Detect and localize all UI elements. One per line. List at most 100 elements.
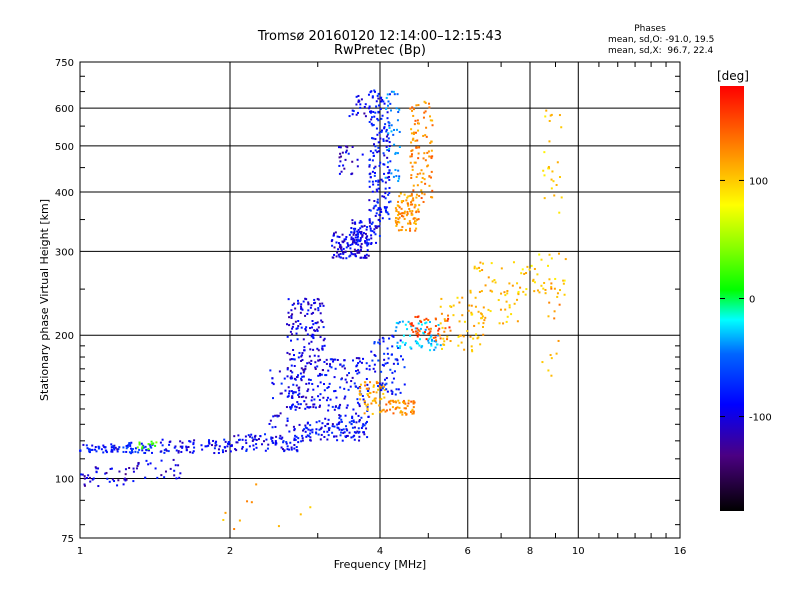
data-point (542, 287, 545, 290)
data-point (414, 315, 417, 318)
data-point (379, 161, 382, 164)
data-point (129, 443, 132, 446)
data-point (286, 448, 289, 451)
data-point (524, 293, 527, 296)
data-point (375, 380, 378, 383)
data-point (348, 372, 351, 375)
data-point (324, 425, 327, 428)
data-point (324, 417, 327, 420)
data-point (461, 314, 464, 317)
data-point (366, 389, 369, 392)
data-point (377, 180, 380, 183)
data-point (473, 265, 476, 268)
data-point (392, 377, 395, 380)
data-point (417, 342, 420, 345)
data-point (356, 158, 359, 161)
data-point (427, 328, 430, 331)
data-point (385, 377, 388, 380)
data-point (320, 426, 323, 429)
data-point (233, 435, 236, 438)
data-point (386, 133, 389, 136)
data-point (429, 327, 432, 330)
data-point (338, 421, 341, 424)
data-point (430, 170, 433, 173)
data-point (292, 322, 295, 325)
data-point (385, 382, 388, 385)
data-point (420, 346, 423, 349)
data-point (484, 284, 487, 287)
chart-subtitle: RwPretec (Bp) (334, 43, 426, 58)
data-point (111, 445, 114, 448)
data-point (380, 410, 383, 413)
data-point (411, 210, 414, 213)
data-point (435, 340, 438, 343)
data-point (323, 360, 326, 363)
data-point (382, 152, 385, 155)
data-point (431, 196, 434, 199)
data-point (145, 459, 148, 462)
data-point (353, 431, 356, 434)
data-point (264, 449, 267, 452)
data-point (307, 435, 310, 438)
data-point (384, 197, 387, 200)
data-point (300, 359, 303, 362)
data-point (102, 451, 105, 454)
data-point (351, 241, 354, 244)
data-point (316, 297, 319, 300)
data-point (358, 357, 361, 360)
data-point (388, 141, 391, 144)
data-point (557, 339, 560, 342)
data-point (418, 338, 421, 341)
data-point (377, 119, 380, 122)
data-point (348, 115, 351, 118)
data-point (320, 433, 323, 436)
data-point (413, 217, 416, 220)
data-point (389, 200, 392, 203)
data-point (305, 427, 308, 430)
data-point (385, 409, 388, 412)
data-point (516, 320, 519, 323)
data-point (517, 292, 520, 295)
data-point (456, 296, 459, 299)
data-point (226, 445, 229, 448)
data-point (549, 354, 552, 357)
data-point (355, 242, 358, 245)
data-point (205, 445, 208, 448)
data-point (340, 418, 343, 421)
data-point (516, 282, 519, 285)
data-point (294, 391, 297, 394)
data-point (536, 289, 539, 292)
data-point (377, 110, 380, 113)
data-point (424, 134, 427, 137)
data-point (415, 104, 418, 107)
data-point (141, 447, 144, 450)
data-point (280, 446, 283, 449)
data-point (169, 467, 172, 470)
data-point (264, 433, 267, 436)
data-point (152, 442, 155, 445)
data-point (304, 430, 307, 433)
data-point (356, 238, 359, 241)
data-point (95, 471, 98, 474)
data-point (388, 126, 391, 129)
data-point (353, 382, 356, 385)
data-point (136, 446, 139, 449)
data-point (124, 468, 127, 471)
data-point (389, 102, 392, 105)
data-point (297, 325, 300, 328)
data-point (500, 292, 503, 295)
data-point (372, 385, 375, 388)
data-point (395, 223, 398, 226)
data-point (372, 183, 375, 186)
data-point (309, 439, 312, 442)
data-point (377, 146, 380, 149)
data-point (385, 388, 388, 391)
data-point (398, 175, 401, 178)
data-point (388, 186, 391, 189)
data-point (525, 271, 528, 274)
grid-lines (80, 62, 680, 538)
data-point (381, 180, 384, 183)
data-point (124, 477, 127, 480)
data-point (124, 473, 127, 476)
data-point (377, 359, 380, 362)
